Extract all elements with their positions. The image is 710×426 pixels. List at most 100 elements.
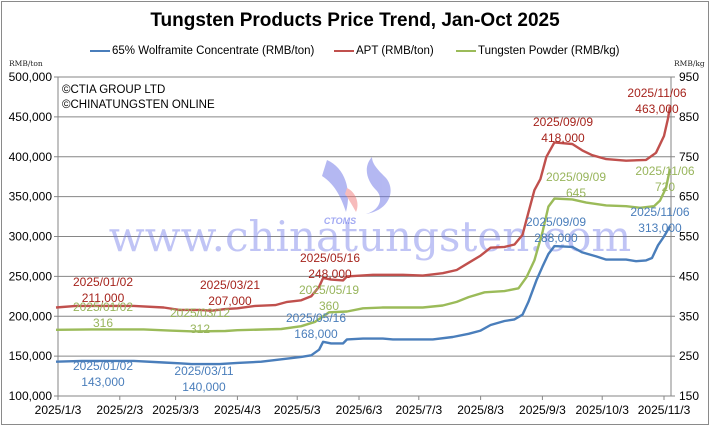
svg-text:2025/11/06: 2025/11/06 bbox=[627, 86, 686, 100]
annotation-label: 2025/09/09 288,000 bbox=[526, 215, 586, 245]
x-tick-label: 2025/3/3 bbox=[152, 403, 199, 417]
right-axis-unit: RMB/kg bbox=[674, 59, 705, 68]
annotation-label: 2025/09/09 645 bbox=[546, 170, 606, 200]
y-tick-label: 300,000 bbox=[9, 230, 53, 244]
svg-text:211,000: 211,000 bbox=[82, 291, 125, 305]
x-tick-label: 2025/10/3 bbox=[576, 403, 630, 417]
chart-title: Tungsten Products Price Trend, Jan-Oct 2… bbox=[150, 10, 560, 31]
series-line-1 bbox=[55, 106, 672, 312]
annotation-label: 2025/01/02 316 bbox=[73, 300, 133, 330]
legend-label: Tungsten Powder (RMB/kg) bbox=[478, 45, 620, 57]
annotation-label: 2025/01/02 143,000 bbox=[73, 359, 133, 389]
svg-text:2025/01/02: 2025/01/02 bbox=[73, 275, 133, 289]
annotation-label: 2025/11/06 720 bbox=[635, 164, 694, 194]
svg-text:2025/09/09: 2025/09/09 bbox=[533, 115, 593, 129]
svg-text:207,000: 207,000 bbox=[208, 294, 252, 308]
legend-swatch-red bbox=[334, 49, 354, 53]
svg-text:2025/11/06: 2025/11/06 bbox=[630, 205, 689, 219]
y2-tick-label: 150 bbox=[679, 389, 699, 403]
y-tick-label: 200,000 bbox=[9, 309, 53, 323]
chart-legend: 65% Wolframite Concentrate (RMB/ton) APT… bbox=[0, 45, 710, 59]
svg-text:140,000: 140,000 bbox=[182, 380, 226, 394]
svg-text:360: 360 bbox=[319, 299, 339, 313]
svg-text:2025/05/19: 2025/05/19 bbox=[299, 283, 359, 297]
svg-text:2025/11/06: 2025/11/06 bbox=[635, 164, 694, 178]
data-annotations: 2025/01/02143,0002025/03/11140,0002025/0… bbox=[73, 86, 695, 394]
y-tick-label: 450,000 bbox=[9, 110, 53, 124]
legend-swatch-blue bbox=[90, 49, 110, 53]
series-lines bbox=[55, 106, 672, 366]
y2-tick-label: 250 bbox=[679, 349, 699, 363]
legend-item-apt: APT (RMB/ton) bbox=[334, 45, 434, 57]
x-tick-label: 2025/9/3 bbox=[519, 403, 566, 417]
svg-text:418,000: 418,000 bbox=[541, 131, 585, 145]
x-tick-label: 2025/11/3 bbox=[638, 403, 691, 417]
svg-text:2025/03/11: 2025/03/11 bbox=[174, 364, 233, 378]
copyright-text: ©CTIA GROUP LTD ©CHINATUNGSTEN ONLINE bbox=[62, 84, 215, 111]
annotation-label: 2025/03/12 312 bbox=[170, 306, 230, 336]
gridlines bbox=[58, 76, 671, 357]
svg-text:463,000: 463,000 bbox=[635, 102, 679, 116]
svg-text:2025/01/02: 2025/01/02 bbox=[73, 359, 133, 373]
legend-item-wolframite: 65% Wolframite Concentrate (RMB/ton) bbox=[90, 45, 314, 57]
x-tick-label: 2025/1/3 bbox=[35, 403, 82, 417]
x-tick-label: 2025/8/3 bbox=[457, 403, 504, 417]
svg-text:©CHINATUNGSTEN ONLINE: ©CHINATUNGSTEN ONLINE bbox=[62, 99, 215, 111]
x-tick-label: 2025/4/3 bbox=[214, 403, 261, 417]
legend-label: APT (RMB/ton) bbox=[356, 45, 434, 57]
y2-tick-label: 450 bbox=[679, 269, 699, 283]
svg-text:316: 316 bbox=[93, 316, 113, 330]
annotation-label: 2025/11/06 463,000 bbox=[627, 86, 686, 116]
series-line-2 bbox=[55, 168, 672, 333]
y2-tick-label: 650 bbox=[679, 190, 699, 204]
y-tick-label: 150,000 bbox=[9, 349, 53, 363]
left-axis-unit: RMB/ton bbox=[9, 59, 43, 68]
y-tick-label: 400,000 bbox=[9, 150, 53, 164]
svg-text:2025/03/21: 2025/03/21 bbox=[200, 278, 260, 292]
y-tick-label: 350,000 bbox=[9, 190, 53, 204]
svg-text:168,000: 168,000 bbox=[294, 327, 338, 341]
svg-text:2025/05/16: 2025/05/16 bbox=[286, 311, 346, 325]
svg-text:248,000: 248,000 bbox=[308, 267, 352, 281]
annotation-label: 2025/05/16 168,000 bbox=[286, 311, 346, 341]
svg-text:2025/03/12: 2025/03/12 bbox=[170, 306, 230, 320]
annotation-label: 2025/01/02 211,000 bbox=[73, 275, 133, 305]
y-tick-label: 250,000 bbox=[9, 269, 53, 283]
svg-text:CTOMS: CTOMS bbox=[324, 216, 356, 226]
y2-tick-label: 350 bbox=[679, 309, 699, 323]
svg-text:2025/05/16: 2025/05/16 bbox=[300, 251, 360, 265]
ctoms-logo-icon bbox=[322, 157, 391, 214]
legend-swatch-green bbox=[456, 49, 476, 53]
svg-text:2025/09/09: 2025/09/09 bbox=[526, 215, 586, 229]
x-tick-label: 2025/6/3 bbox=[336, 403, 383, 417]
y2-tick-label: 850 bbox=[679, 110, 699, 124]
y2-tick-label: 550 bbox=[679, 230, 699, 244]
annotation-label: 2025/05/19 360 bbox=[299, 283, 359, 313]
annotation-label: 2025/03/11 140,000 bbox=[174, 364, 233, 394]
x-tick-label: 2025/7/3 bbox=[395, 403, 442, 417]
svg-text:143,000: 143,000 bbox=[81, 375, 125, 389]
annotation-label: 2025/03/21 207,000 bbox=[200, 278, 260, 308]
series-line-0 bbox=[55, 225, 672, 366]
y-tick-label: 100,000 bbox=[9, 389, 53, 403]
svg-text:313,000: 313,000 bbox=[638, 221, 682, 235]
legend-label: 65% Wolframite Concentrate (RMB/ton) bbox=[112, 45, 315, 57]
annotation-label: 2025/05/16 248,000 bbox=[300, 251, 360, 281]
x-tick-label: 2025/2/3 bbox=[96, 403, 143, 417]
x-tick-label: 2025/5/3 bbox=[274, 403, 321, 417]
svg-text:288,000: 288,000 bbox=[534, 231, 578, 245]
legend-item-tungsten-powder: Tungsten Powder (RMB/kg) bbox=[456, 45, 619, 57]
svg-text:720: 720 bbox=[655, 180, 675, 194]
svg-text:312: 312 bbox=[190, 322, 210, 336]
svg-text:645: 645 bbox=[566, 186, 586, 200]
svg-text:©CTIA GROUP LTD: ©CTIA GROUP LTD bbox=[62, 84, 165, 96]
axes: 100,000 150 150,000 250 200,000 350 250,000 450… bbox=[9, 70, 700, 417]
annotation-label: 2025/09/09 418,000 bbox=[533, 115, 593, 145]
y2-tick-label: 750 bbox=[679, 150, 699, 164]
svg-text:2025/09/09: 2025/09/09 bbox=[546, 170, 606, 184]
svg-text:2025/01/02: 2025/01/02 bbox=[73, 300, 133, 314]
annotation-label: 2025/11/06 313,000 bbox=[630, 205, 689, 235]
y-tick-label: 500,000 bbox=[9, 70, 53, 84]
